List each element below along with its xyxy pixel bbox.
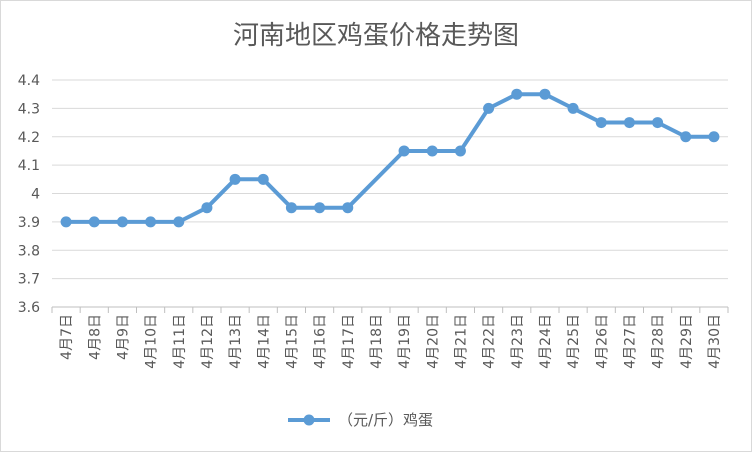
data-point: [116, 216, 128, 228]
x-tick-label: 4月9日: [115, 314, 131, 360]
y-tick-label: 4.1: [18, 158, 40, 174]
data-point: [145, 216, 157, 228]
x-tick-label: 4月21日: [453, 314, 469, 369]
legend-marker-swatch: [303, 414, 315, 426]
series-line: [64, 92, 716, 224]
x-tick-label: 4月25日: [566, 314, 582, 369]
x-tick-label: 4月18日: [369, 314, 385, 369]
x-tick-label: 4月26日: [594, 314, 610, 369]
data-point: [680, 131, 692, 143]
x-tick-label: 4月14日: [256, 314, 272, 369]
data-point: [426, 145, 438, 157]
x-tick-label: 4月8日: [87, 314, 103, 360]
data-point: [708, 131, 720, 143]
data-point: [285, 202, 297, 214]
y-tick-label: 3.6: [18, 300, 40, 316]
data-point: [60, 216, 72, 228]
x-tick-label: 4月16日: [313, 314, 329, 369]
data-point: [595, 117, 607, 129]
x-tick-label: 4月13日: [228, 314, 244, 369]
data-point: [398, 145, 410, 157]
gridlines: [52, 79, 728, 308]
data-point: [652, 117, 664, 129]
x-tick-label: 4月24日: [538, 314, 554, 369]
y-tick-label: 4.4: [18, 73, 40, 89]
chart-title: 河南地区鸡蛋价格走势图: [233, 21, 519, 51]
legend: （元/斤）鸡蛋: [288, 411, 433, 429]
data-point: [88, 216, 100, 228]
y-tick-label: 4: [31, 187, 40, 203]
data-point: [511, 88, 523, 100]
y-tick-label: 3.7: [18, 272, 40, 288]
data-point: [314, 202, 326, 214]
data-point: [257, 173, 269, 185]
y-tick-label: 4.2: [18, 130, 40, 146]
x-tick-label: 4月30日: [707, 314, 723, 369]
x-tick-label: 4月10日: [144, 314, 160, 369]
data-point: [623, 117, 635, 129]
data-point: [539, 88, 551, 100]
data-point: [229, 173, 241, 185]
x-tick-label: 4月12日: [200, 314, 216, 369]
x-axis: 4月7日 4月8日 4月9日 4月10日 4月11日 4月12日 4月13日 4月14日 4月1…: [51, 306, 729, 369]
legend-label: （元/斤）鸡蛋: [338, 411, 433, 429]
x-tick-label: 4月28日: [651, 314, 667, 369]
x-tick-label: 4月22日: [482, 314, 498, 369]
data-point: [483, 102, 495, 114]
data-point: [173, 216, 185, 228]
x-tick-label: 4月19日: [397, 314, 413, 369]
y-tick-label: 3.8: [18, 243, 40, 259]
x-tick-label: 4月29日: [679, 314, 695, 369]
y-axis-ticks: 3.6 3.7 3.8 3.9 4 4.1 4.2 4.3 4.4: [18, 73, 40, 316]
data-point: [454, 145, 466, 157]
x-tick-label: 4月15日: [284, 314, 300, 369]
series-layer: [60, 88, 720, 228]
x-tick-label: 4月7日: [59, 314, 75, 360]
data-point: [201, 202, 213, 214]
x-tick-label: 4月20日: [425, 314, 441, 369]
y-tick-label: 4.3: [18, 101, 40, 117]
data-point: [567, 102, 579, 114]
x-tick-label: 4月27日: [622, 314, 638, 369]
x-tick-label: 4月11日: [172, 314, 188, 369]
data-point: [342, 202, 354, 214]
x-tick-label: 4月17日: [341, 314, 357, 369]
y-tick-label: 3.9: [18, 215, 40, 231]
x-tick-label: 4月23日: [510, 314, 526, 369]
